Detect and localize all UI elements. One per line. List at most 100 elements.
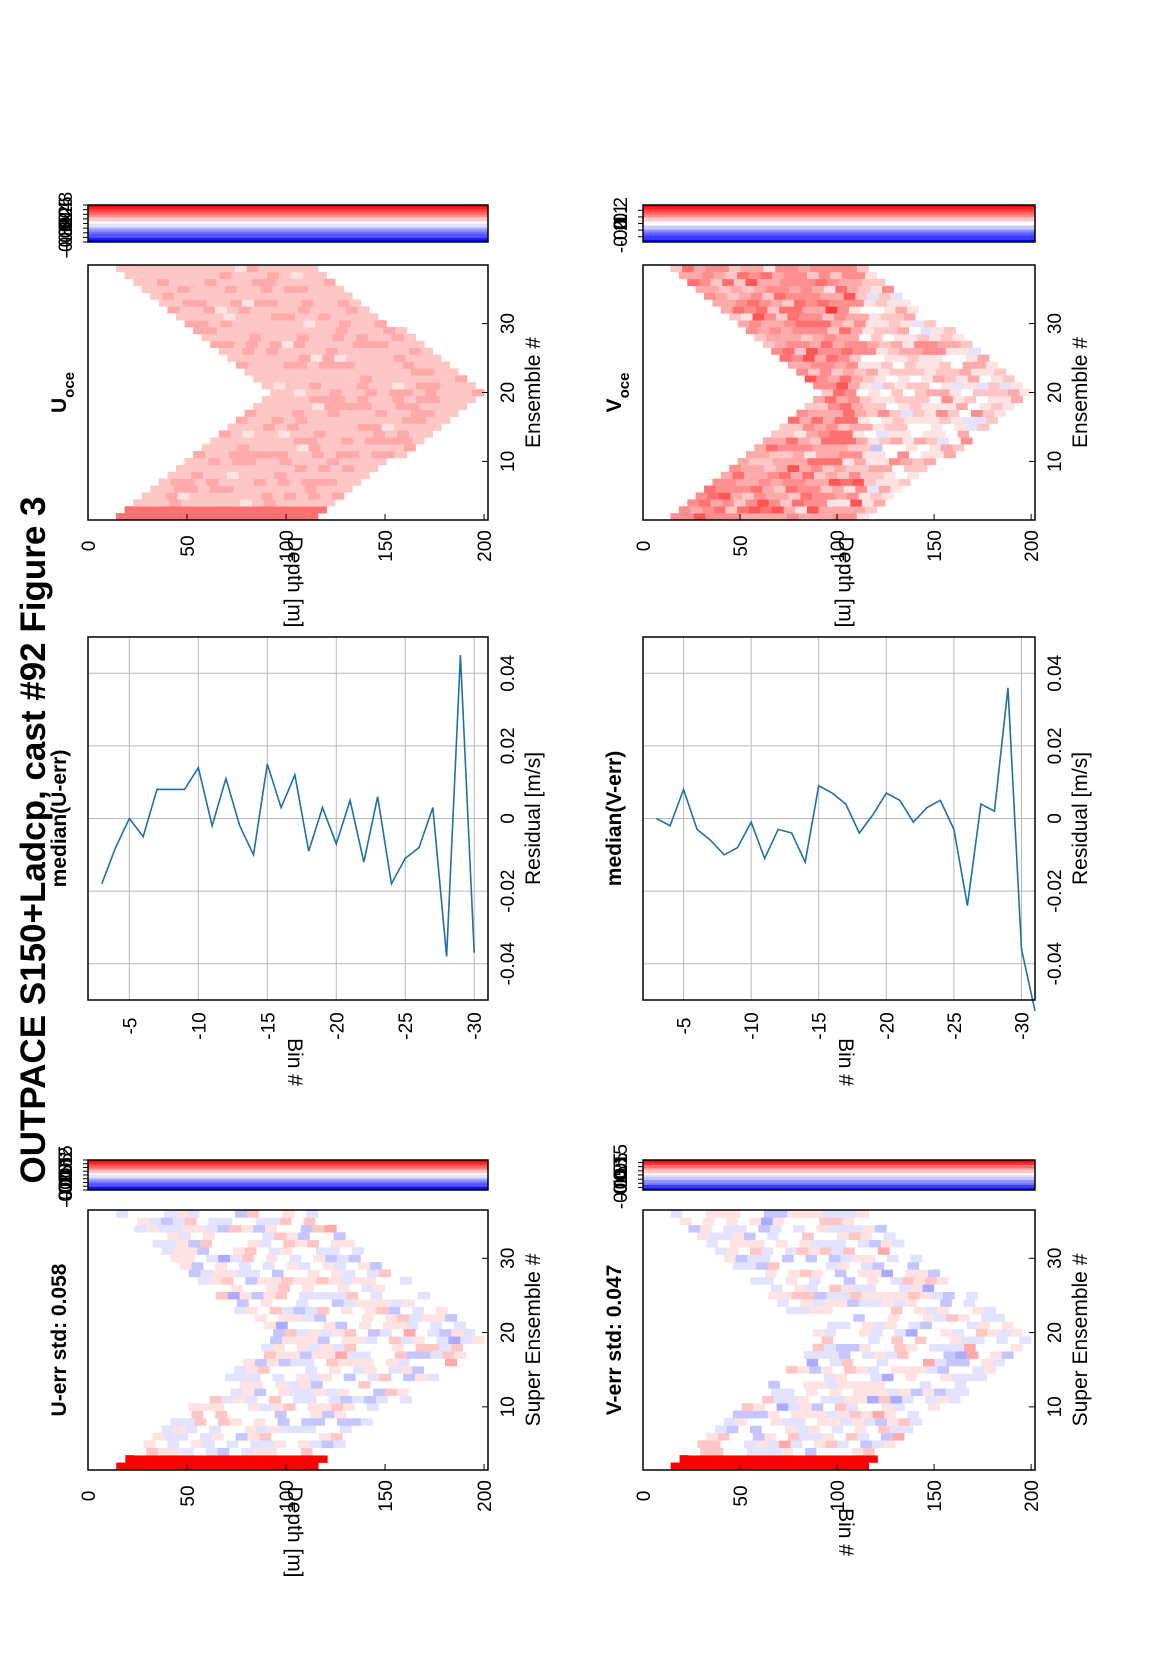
heatmap-cell <box>253 1254 266 1263</box>
heatmap-cell <box>204 327 218 335</box>
heatmap-cell <box>809 340 822 349</box>
heatmap-cell <box>806 1358 819 1367</box>
heatmap-cell <box>974 416 987 424</box>
heatmap-cell <box>355 1403 368 1411</box>
heatmap-cell <box>793 1254 806 1263</box>
heatmap-cell <box>987 395 1000 404</box>
heatmap-cell <box>316 292 329 300</box>
heatmap-cell <box>764 1269 777 1278</box>
heatmap-cell <box>803 1380 816 1389</box>
heatmap-cell <box>728 1210 741 1218</box>
heatmap-cell <box>920 1321 933 1330</box>
heatmap-cell <box>932 451 945 459</box>
heatmap-cell <box>328 292 341 300</box>
heatmap-cell <box>931 1380 944 1389</box>
colorbar-swatch <box>88 1181 488 1184</box>
heatmap-cell <box>1001 1321 1014 1330</box>
heatmap-cell <box>205 1224 218 1233</box>
heatmap-cell <box>769 327 782 335</box>
heatmap-cell <box>769 1224 782 1233</box>
heatmap-cell <box>791 1380 804 1389</box>
heatmap-cell <box>876 1358 889 1367</box>
heatmap-cell <box>910 1418 923 1426</box>
heatmap-cell <box>839 402 852 411</box>
heatmap-cell <box>733 278 746 286</box>
heatmap-cell <box>257 1276 270 1285</box>
heatmap-cell <box>863 1254 876 1263</box>
heatmap-cell <box>779 306 791 314</box>
colorbar-swatch <box>88 1183 488 1186</box>
heatmap-cell <box>373 347 386 355</box>
heatmap-cell <box>395 402 408 411</box>
heatmap-cell <box>925 340 938 349</box>
heatmap-cell <box>276 402 289 411</box>
heatmap-cell <box>437 416 451 424</box>
heatmap-cell <box>857 464 870 473</box>
heatmap-cell <box>292 485 306 493</box>
heatmap-cell <box>222 265 236 273</box>
heatmap-cell <box>415 1343 428 1352</box>
heatmap-cell <box>289 478 302 486</box>
heatmap-cell <box>339 409 352 417</box>
heatmap-cell <box>742 285 755 293</box>
heatmap-cell <box>915 464 928 473</box>
heatmap-cell <box>854 457 866 466</box>
heatmap-cell <box>211 313 224 321</box>
heatmap-cell <box>784 320 797 328</box>
heatmap-cell <box>153 285 166 293</box>
heatmap-cell <box>816 1224 829 1233</box>
heatmap-cell <box>244 1455 257 1463</box>
heatmap-cell <box>765 285 778 293</box>
heatmap-cell <box>832 437 845 445</box>
heatmap-cell <box>965 354 978 362</box>
heatmap-cell <box>330 1432 343 1441</box>
heatmap-cell <box>879 1306 892 1315</box>
heatmap-cell <box>869 1403 882 1411</box>
heatmap-cell <box>812 285 825 293</box>
heatmap-cell <box>870 1373 883 1382</box>
heatmap-cell <box>248 1403 261 1411</box>
heatmap-cell <box>787 361 800 369</box>
heatmap-cell <box>941 395 954 404</box>
heatmap-cell <box>284 1328 298 1337</box>
heatmap-cell <box>321 382 334 390</box>
heatmap-cell <box>230 299 243 307</box>
heatmap-cell <box>310 1410 323 1419</box>
heatmap-cell <box>874 327 887 335</box>
heatmap-cell <box>251 1380 264 1389</box>
heatmap-cell <box>235 361 249 369</box>
heatmap-cell <box>269 1366 282 1374</box>
heatmap-cell <box>780 451 793 459</box>
heatmap-cell <box>946 1314 959 1322</box>
colorbar-swatch <box>88 209 488 212</box>
heatmap-cell <box>128 1462 141 1471</box>
heatmap-cell <box>870 1343 883 1352</box>
heatmap-cell <box>218 299 231 307</box>
panel-title-subscript: oce <box>616 373 633 399</box>
heatmap-cell <box>858 285 871 293</box>
heatmap-cell <box>981 1358 994 1367</box>
y-tick-label: 150 <box>925 1480 946 1512</box>
heatmap-cell <box>901 1395 914 1404</box>
heatmap-cell <box>890 292 903 300</box>
heatmap-cell <box>883 1232 896 1241</box>
heatmap-cell <box>320 444 333 452</box>
heatmap-cell <box>283 361 296 369</box>
heatmap-cell <box>1001 1351 1014 1359</box>
heatmap-cell <box>207 506 220 514</box>
heatmap-cell <box>942 1380 955 1389</box>
heatmap-cell <box>421 1314 434 1322</box>
heatmap-cell <box>283 1403 296 1411</box>
heatmap-cell <box>847 492 859 500</box>
heatmap-cell <box>175 513 188 521</box>
heatmap-cell <box>253 1418 266 1426</box>
heatmap-cell <box>854 1455 867 1463</box>
heatmap-cell <box>852 1254 864 1263</box>
heatmap-cell <box>940 1373 953 1382</box>
heatmap-cell <box>184 320 197 328</box>
heatmap-cell <box>843 1247 856 1255</box>
heatmap-cell <box>863 478 876 486</box>
heatmap-cell <box>184 457 197 466</box>
heatmap-cell <box>741 1239 754 1248</box>
heatmap-cell <box>954 1380 967 1389</box>
